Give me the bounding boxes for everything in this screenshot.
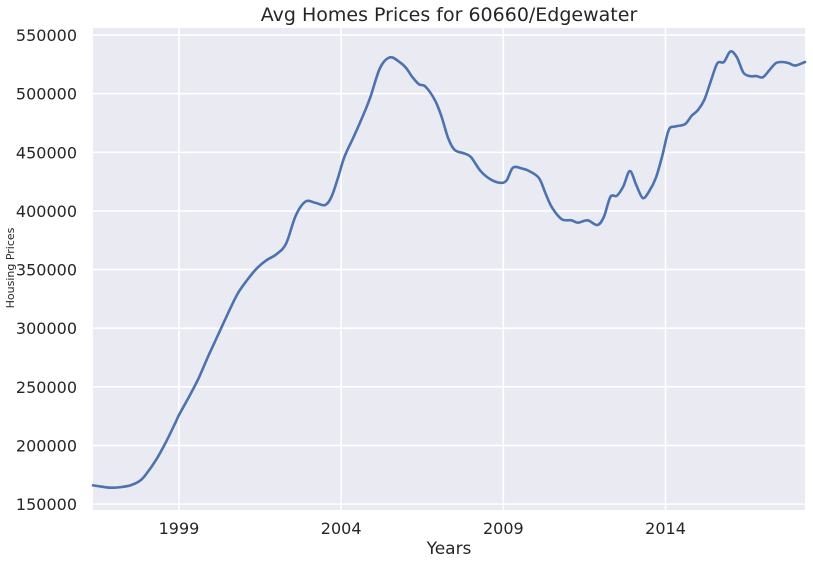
y-tick-label: 450000 [16,143,77,162]
chart-title: Avg Homes Prices for 60660/Edgewater [261,4,638,26]
y-tick-label: 300000 [16,319,77,338]
y-tick-label: 500000 [16,85,77,104]
y-tick-label: 150000 [16,495,77,514]
gridlines [93,28,805,510]
x-tick-label: 2009 [483,519,524,538]
y-axis-label: Housing Prices [4,227,17,308]
x-tick-label: 1999 [159,519,200,538]
x-tick-label: 2014 [645,519,686,538]
x-tick-label: 2004 [321,519,362,538]
x-axis-label: Years [426,539,472,559]
series-line [91,50,807,490]
y-tick-label: 400000 [16,202,77,221]
y-tick-label: 550000 [16,26,77,45]
y-tick-labels: 150000 200000 250000 300000 350000 400000 4500… [16,26,77,514]
y-tick-label: 350000 [16,261,77,280]
y-tick-label: 250000 [16,378,77,397]
y-tick-label: 200000 [16,436,77,455]
x-tick-labels: 1999 2004 2009 2014 [159,519,686,538]
